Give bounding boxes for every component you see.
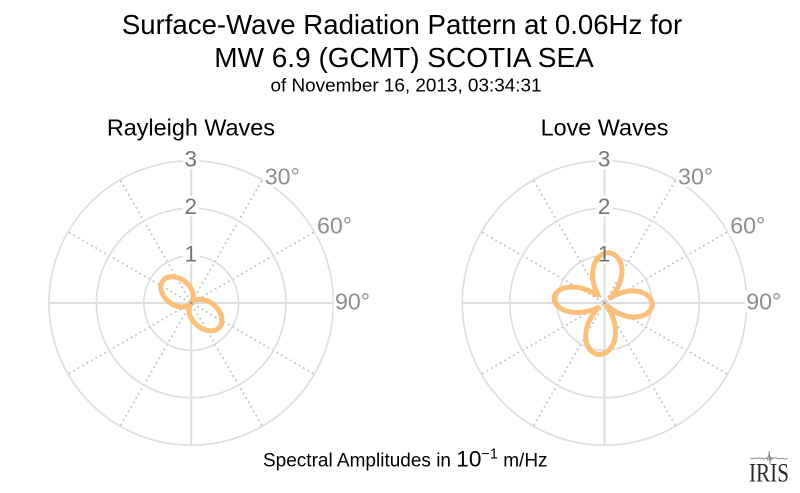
svg-text:30°: 30° (265, 164, 300, 190)
svg-text:2: 2 (185, 194, 198, 219)
svg-text:of November 16, 2013, 03:34:31: of November 16, 2013, 03:34:31 (271, 75, 542, 96)
svg-text:30°: 30° (678, 164, 713, 190)
svg-text:MW 6.9 (GCMT) SCOTIA SEA: MW 6.9 (GCMT) SCOTIA SEA (214, 42, 594, 73)
svg-text:3: 3 (185, 147, 198, 172)
svg-text:1: 1 (598, 242, 611, 267)
svg-text:1: 1 (185, 242, 198, 267)
svg-text:Surface-Wave Radiation Pattern: Surface-Wave Radiation Pattern at 0.06Hz… (122, 9, 682, 40)
svg-text:IRIS: IRIS (749, 458, 789, 488)
svg-text:3: 3 (598, 147, 611, 172)
svg-text:60°: 60° (730, 212, 765, 238)
svg-text:90°: 90° (746, 288, 781, 314)
svg-text:60°: 60° (317, 212, 352, 238)
svg-text:2: 2 (598, 194, 611, 219)
svg-text:Spectral Amplitudes in 10−1 m/: Spectral Amplitudes in 10−1 m/Hz (263, 446, 548, 471)
svg-text:Love Waves: Love Waves (541, 114, 669, 140)
svg-text:Rayleigh Waves: Rayleigh Waves (107, 114, 275, 140)
svg-text:90°: 90° (335, 288, 370, 314)
